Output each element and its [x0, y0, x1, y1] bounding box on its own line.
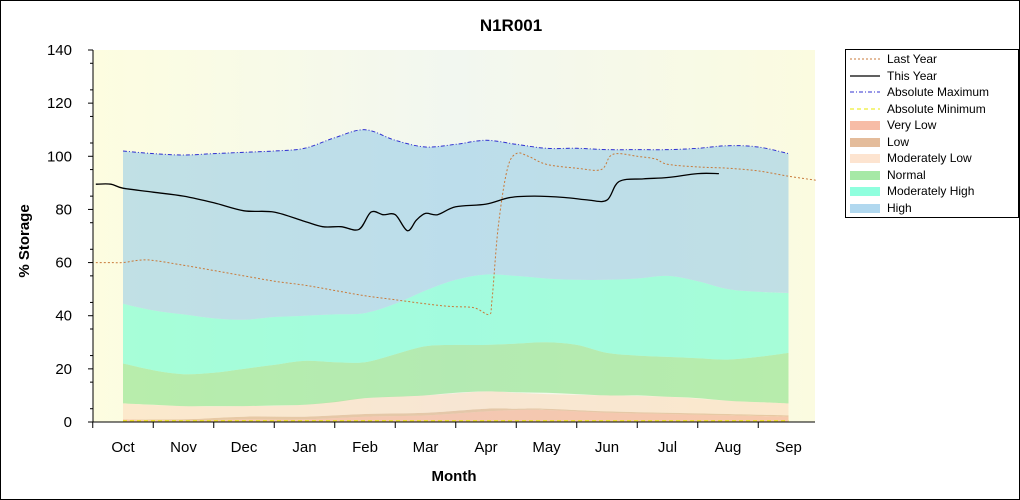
- x-tick-label: Jun: [595, 439, 619, 456]
- x-tick-label: Feb: [352, 439, 378, 456]
- x-tick-label: Mar: [413, 439, 439, 456]
- band-low: [123, 408, 789, 421]
- y-tick-label: 140: [47, 42, 72, 59]
- legend-item-moderately-high: Moderately High: [846, 183, 1018, 199]
- legend-swatch-low: [850, 137, 880, 147]
- legend-swatch-last-year: [850, 58, 880, 60]
- legend-swatch-normal: [850, 170, 880, 180]
- x-axis-label: Month: [432, 468, 477, 485]
- legend-label: This Year: [887, 68, 938, 83]
- legend-item-moderately-low: Moderately Low: [846, 150, 1018, 166]
- legend-item-last-year: Last Year: [846, 51, 1018, 67]
- band-layer: [123, 129, 789, 422]
- legend-item-absolute-minimum: Absolute Minimum: [846, 101, 1018, 117]
- legend: Last Year This Year Absolute Maximum Absolu…: [845, 49, 1019, 218]
- series-line-last-year: [95, 152, 816, 316]
- legend-label: Absolute Maximum: [887, 85, 990, 99]
- legend-item-low: Low: [846, 134, 1018, 150]
- x-tick-label: Sep: [775, 439, 802, 456]
- legend-label: Moderately Low: [887, 151, 972, 165]
- x-tick-label: Aug: [715, 439, 742, 456]
- band-normal: [123, 342, 789, 407]
- legend-label: High: [887, 200, 912, 215]
- x-tick-label: Dec: [231, 439, 258, 456]
- legend-swatch-moderately-high: [850, 187, 880, 196]
- legend-swatch-this-year: [850, 74, 880, 77]
- legend-swatch-very-low: [850, 121, 880, 130]
- x-tick-label: Jan: [292, 439, 316, 456]
- x-tick-label: Nov: [170, 439, 197, 456]
- series-line-absolute-maximum: [122, 129, 789, 156]
- legend-swatch-moderately-low: [850, 154, 880, 163]
- legend-item-high: High: [846, 200, 1018, 216]
- legend-swatch-absolute-maximum: [850, 91, 880, 93]
- y-tick-label: 0: [64, 414, 72, 431]
- legend-item-very-low: Very Low: [846, 117, 1018, 133]
- y-tick-label: 60: [55, 255, 72, 272]
- y-tick-label: 120: [47, 95, 72, 112]
- x-tick-label: Oct: [111, 439, 135, 456]
- y-tick-label: 100: [47, 148, 72, 165]
- band-moderately-high: [123, 274, 789, 375]
- x-tick-label: Jul: [658, 439, 677, 456]
- band-very-low: [123, 409, 789, 422]
- legend-item-normal: Normal: [846, 167, 1018, 183]
- legend-label: Normal: [887, 167, 926, 182]
- band-moderately-low: [123, 391, 789, 420]
- legend-label: Moderately High: [887, 184, 975, 198]
- axes: 0 20 40 60 80 100 120 140 Oct Nov Dec Jan Feb Mar Apr M…: [47, 42, 815, 456]
- series-line-this-year: [95, 172, 719, 232]
- legend-label: Low: [887, 134, 910, 149]
- band-high: [123, 129, 789, 320]
- x-tick-label: Apr: [474, 439, 497, 456]
- legend-label: Absolute Minimum: [887, 101, 986, 116]
- legend-swatch-absolute-minimum: [850, 108, 880, 109]
- chart-title: N1R001: [480, 16, 542, 35]
- y-axis-label: % Storage: [16, 204, 33, 277]
- x-tick-label: May: [532, 439, 561, 456]
- legend-label: Last Year: [887, 52, 938, 66]
- legend-label: Very Low: [887, 118, 937, 132]
- legend-swatch-high: [850, 203, 880, 213]
- y-tick-label: 20: [55, 361, 72, 378]
- y-tick-label: 80: [55, 201, 72, 218]
- legend-item-absolute-maximum: Absolute Maximum: [846, 84, 1018, 100]
- legend-item-this-year: This Year: [846, 68, 1018, 84]
- line-layer: [95, 129, 816, 422]
- y-tick-label: 40: [55, 308, 72, 325]
